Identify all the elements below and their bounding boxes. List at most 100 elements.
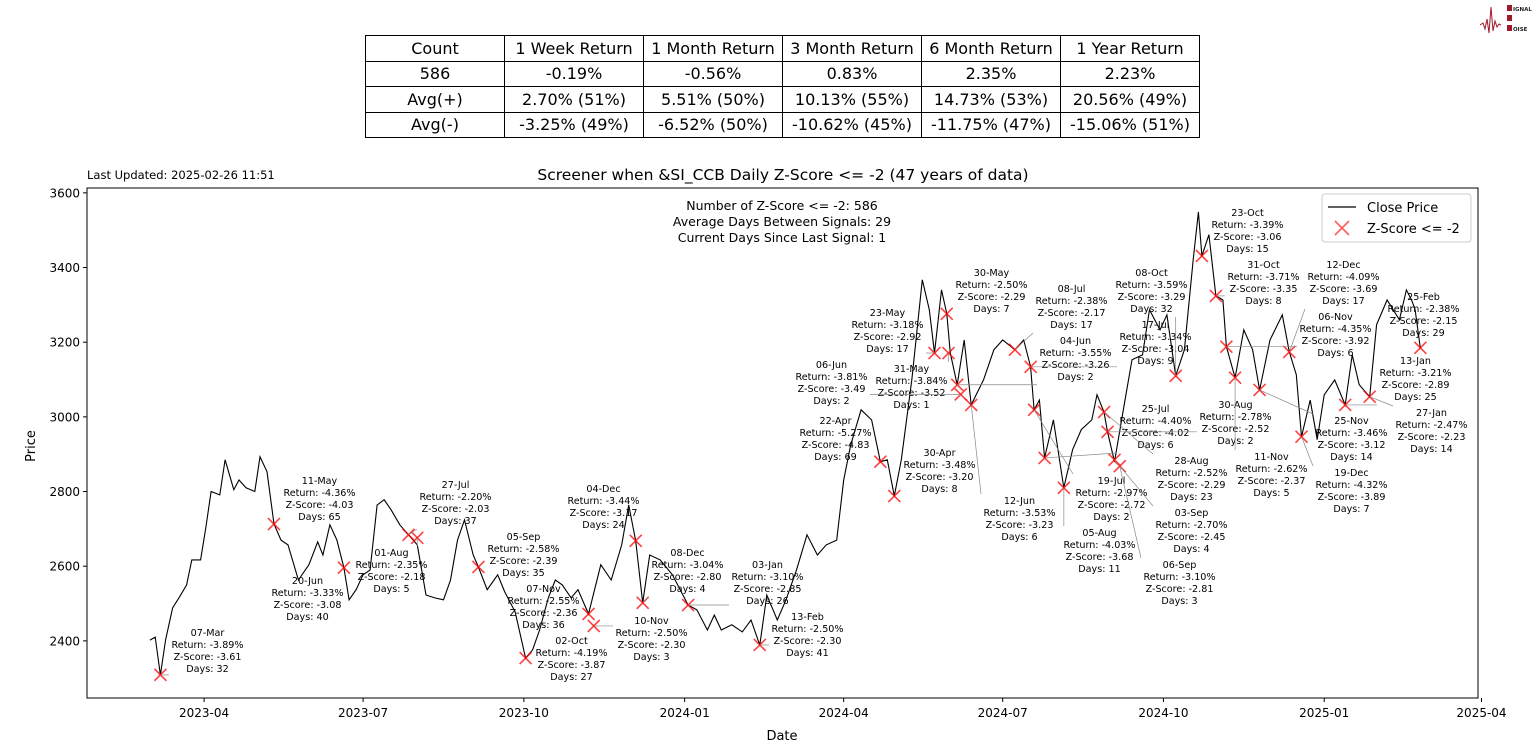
annotation-line: Days: 5 [373, 584, 409, 595]
annotation-line: Z-Score: -3.61 [174, 652, 242, 663]
annotation-line: Return: -3.46% [1315, 428, 1387, 439]
annotation-line: 05-Aug [1082, 528, 1116, 539]
annotation-line: Return: -2.50% [615, 628, 687, 639]
y-tick-label: 3200 [49, 336, 80, 350]
annotation-line: Days: 17 [866, 344, 908, 355]
annotation-line: Return: -3.53% [983, 508, 1055, 519]
annotation-line: 20-Jun [292, 576, 323, 587]
table-cell: 2.35% [921, 60, 1061, 87]
table-cell: 2.70% (51%) [504, 86, 644, 113]
y-tick-label: 2600 [49, 560, 80, 574]
table-cell: -0.19% [504, 60, 644, 87]
annotation-line: 04-Dec [586, 484, 620, 495]
annotation-line: 25-Jul [1142, 404, 1170, 415]
annotation-leader [408, 528, 418, 536]
annotation-line: Z-Score: -2.36 [510, 608, 578, 619]
annotation-line: Days: 27 [550, 672, 592, 683]
annotation-line: Z-Score: -2.39 [490, 556, 558, 567]
annotation-leader [1114, 459, 1154, 507]
annotation-line: 13-Jan [1400, 356, 1431, 367]
signal-marker [873, 455, 887, 469]
annotation-line: Days: 2 [1217, 436, 1253, 447]
annotation-line: Return: -3.44% [567, 496, 639, 507]
annotation-line: Return: -3.04% [651, 560, 723, 571]
annotation-line: Days: 5 [1253, 488, 1289, 499]
table-row: Avg(-) -3.25% (49%) -6.52% (50%) -10.62% (4… [365, 111, 1200, 138]
annotation-line: Days: 15 [1226, 244, 1268, 255]
annotation-line: Z-Score: -2.30 [618, 640, 686, 651]
annotation-line: Return: -4.19% [535, 648, 607, 659]
svg-text:OISE: OISE [1513, 27, 1528, 33]
annotation-line: Return: -2.50% [771, 624, 843, 635]
annotation-line: 17-Jul [1142, 320, 1170, 331]
annotation-line: Return: -3.59% [1115, 280, 1187, 291]
table-cell: 14.73% (53%) [921, 86, 1061, 113]
annotation-line: Return: -3.48% [903, 460, 975, 471]
annotation-line: Z-Score: -3.06 [1214, 232, 1282, 243]
plot-frame [86, 187, 1479, 699]
annotation-line: Z-Score: -3.69 [1310, 284, 1378, 295]
annotation-line: Z-Score: -4.83 [802, 440, 870, 451]
annotation-line: 11-May [302, 476, 338, 487]
annotation-line: Z-Score: -2.85 [734, 584, 802, 595]
x-tick-label: 2024-10 [1138, 706, 1188, 720]
annotation-line: 31-Oct [1247, 260, 1280, 271]
table-cell: Avg(-) [365, 111, 505, 138]
table-cell: 20.56% (49%) [1060, 86, 1200, 113]
annotation-line: Return: -3.55% [1039, 348, 1111, 359]
x-axis-label: Date [766, 729, 797, 744]
annotation-line: 06-Jun [816, 360, 847, 371]
chart-title: Screener when &SI_CCB Daily Z-Score <= -… [537, 166, 1028, 185]
annotation-line: 07-Nov [526, 584, 561, 595]
annotation-line: Z-Score: -3.20 [906, 472, 974, 483]
annotation-line: Z-Score: -2.80 [654, 572, 722, 583]
annotation-line: Return: -3.10% [1143, 572, 1215, 583]
annotation-line: Return: -3.89% [171, 640, 243, 651]
annotation-line: Days: 3 [1161, 596, 1197, 607]
table-cell: 0.83% [782, 60, 922, 87]
info-line: Number of Z-Score <= -2: 586 [686, 198, 878, 213]
signal-marker [337, 561, 351, 575]
annotation-line: 04-Jun [1060, 336, 1091, 347]
x-tick-label: 2024-04 [819, 706, 869, 720]
annotation-line: Return: -5.27% [799, 428, 871, 439]
signal-marker [581, 607, 596, 621]
annotation-line: Z-Score: -3.29 [1118, 292, 1186, 303]
annotation-line: Return: -2.50% [955, 280, 1027, 291]
annotation-line: 27-Jan [1416, 408, 1447, 419]
annotation-line: 23-Oct [1231, 208, 1264, 219]
table-cell: -3.25% (49%) [504, 111, 644, 138]
annotation-line: Return: -2.62% [1235, 464, 1307, 475]
annotation-line: 03-Sep [1175, 508, 1209, 519]
x-tick-label: 2024-07 [978, 706, 1028, 720]
table-cell: -0.56% [643, 60, 783, 87]
annotation-line: Return: -2.47% [1395, 420, 1467, 431]
signal-marker [1413, 341, 1427, 355]
y-tick-label: 3600 [49, 186, 80, 200]
annotation-line: 19-Jul [1098, 476, 1126, 487]
signal-marker [629, 534, 643, 548]
table-cell: Count [365, 35, 505, 62]
annotation-line: Days: 23 [1170, 492, 1212, 503]
annotation-line: Z-Score: -2.18 [358, 572, 426, 583]
annotation-line: Z-Score: -3.52 [878, 388, 946, 399]
svg-text:IGNAL: IGNAL [1513, 7, 1532, 13]
annotation-line: 27-Jul [442, 480, 470, 491]
annotation-line: 31-May [894, 364, 930, 375]
annotation-line: Return: -3.33% [271, 588, 343, 599]
annotation-line: Return: -3.84% [875, 376, 947, 387]
annotation-line: Days: 37 [434, 516, 476, 527]
annotation-line: Days: 2 [1057, 372, 1093, 383]
